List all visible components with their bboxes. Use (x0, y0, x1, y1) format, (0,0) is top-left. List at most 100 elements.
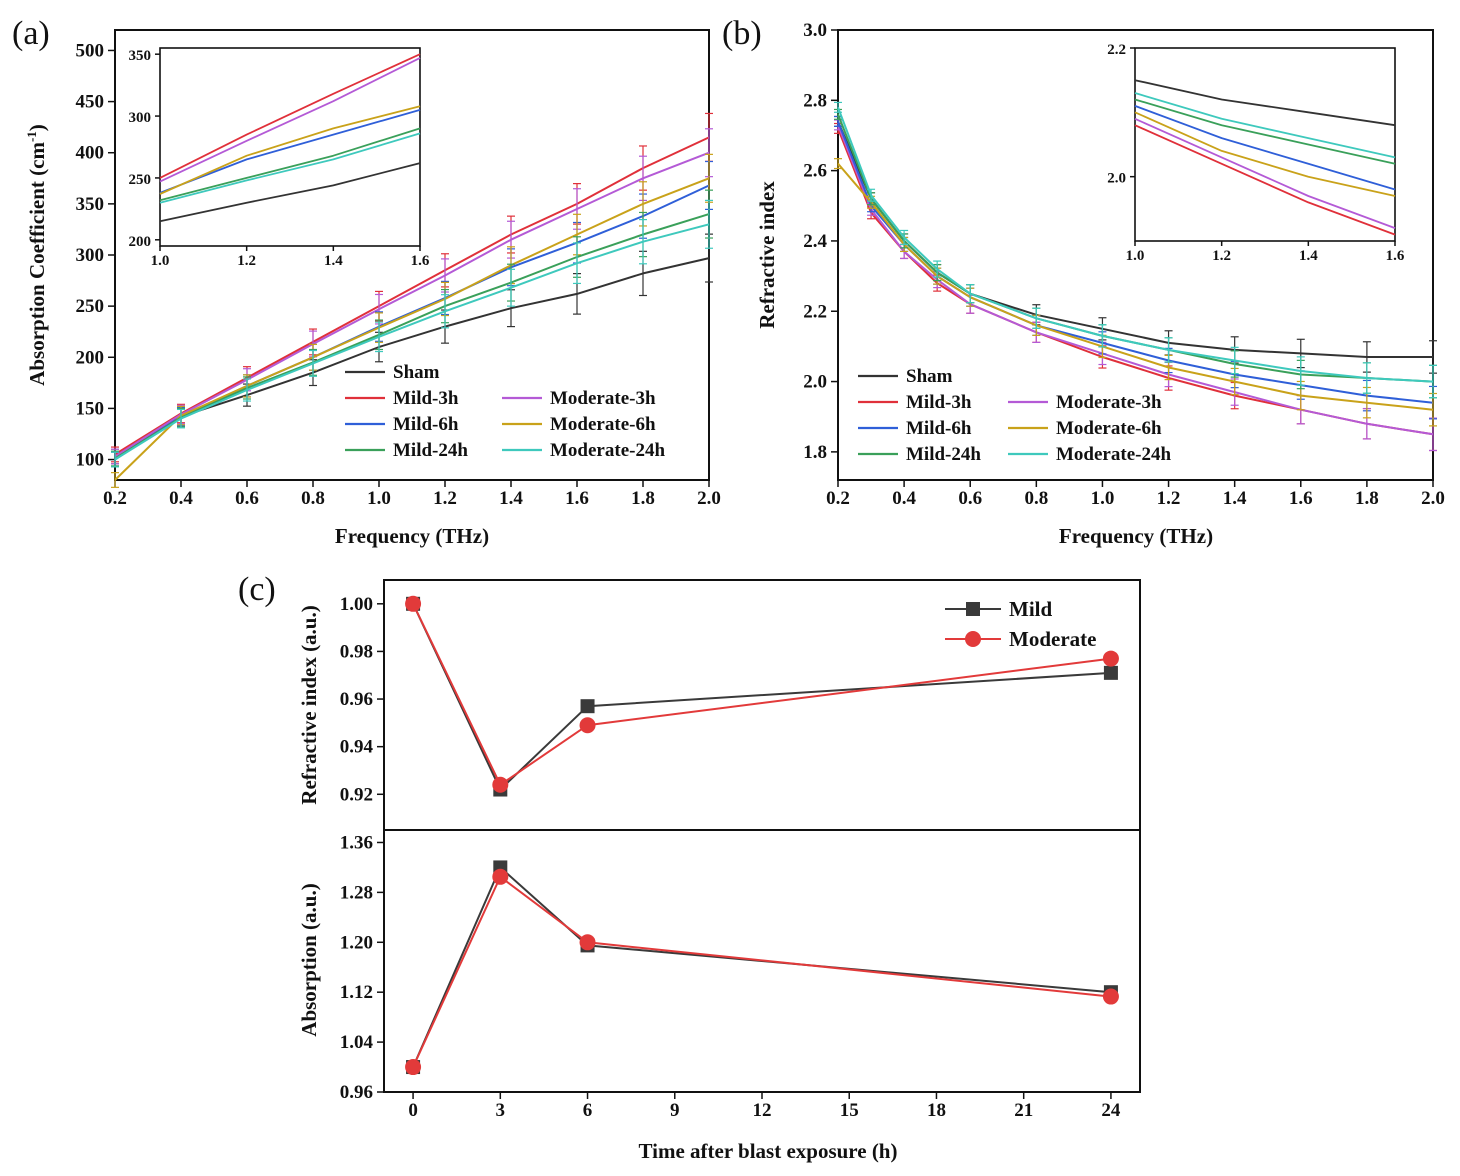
b-ytick-label: 2.0 (803, 372, 827, 393)
c-bottom-xtick-label: 3 (496, 1100, 506, 1121)
c-top-marker-circle (492, 776, 509, 793)
c-bottom-ytick-label: 1.28 (340, 882, 373, 903)
legend-label-moderate: Moderate (1009, 627, 1096, 651)
a-xtick-label: 0.2 (103, 488, 127, 509)
c-bottom-xtick-label: 12 (753, 1100, 772, 1121)
panel-a-xlabel: Frequency (THz) (335, 524, 489, 548)
panel-a-inset-frame (159, 47, 421, 247)
legend-label-mild: Mild (1009, 597, 1052, 621)
a-line-mild-3h (114, 136, 710, 456)
a-inset-line-moderate-24h (159, 132, 421, 204)
panel-c: (c) 0.920.940.960.981.000 3 6 9 12 15 18 21 240.… (238, 571, 1141, 1163)
b-inset-xtick-label: 1.6 (1386, 248, 1405, 264)
c-top-marker-square (1103, 665, 1118, 680)
c-bottom-ytick-label: 1.36 (340, 832, 373, 853)
c-bottom-marker-circle (579, 934, 596, 951)
legend-marker-circle (965, 631, 981, 647)
a-ytick-label: 400 (76, 143, 105, 164)
b-ytick-label: 3.0 (803, 20, 827, 41)
a-ytick-label: 300 (76, 245, 105, 266)
b-xtick-label: 1.0 (1091, 488, 1115, 509)
panel-a-series (111, 112, 713, 488)
c-bottom-ytick-label: 0.96 (340, 1082, 373, 1103)
panel-b: (b) 0.2 0.4 0.6 0.8 1.0 1.2 1.4 1.6 1.8 2.0 1.8 2.0… (722, 15, 1445, 548)
a-xtick-label: 1.6 (565, 488, 589, 509)
c-bottom-xtick-label: 0 (408, 1100, 418, 1121)
b-inset-line-mild-3h (1134, 124, 1396, 236)
a-ytick-label: 250 (76, 296, 105, 317)
panel-b-frame (837, 29, 1434, 481)
legend-label-moderate-6h: Moderate-6h (1056, 418, 1162, 439)
b-xtick-label: 0.4 (892, 488, 916, 509)
b-ytick-label: 2.8 (803, 90, 827, 111)
panel-b-inset-series (1134, 79, 1396, 236)
b-inset-xtick-label: 1.4 (1299, 248, 1318, 264)
a-inset-line-mild-24h (159, 127, 421, 202)
legend-label-sham: Sham (393, 362, 440, 383)
a-inset-line-moderate-6h (159, 105, 421, 195)
b-line-moderate-3h (837, 124, 1434, 436)
legend-label-mild-24h: Mild-24h (906, 444, 981, 465)
a-inset-line-mild-3h (159, 53, 421, 179)
a-inset-line-moderate-3h (159, 57, 421, 183)
legend-label-sham: Sham (906, 366, 953, 387)
b-xtick-label: 1.8 (1355, 488, 1379, 509)
legend-label-moderate-3h: Moderate-3h (550, 388, 656, 409)
a-inset-xtick-label: 1.0 (151, 253, 170, 269)
b-inset-ytick-label: 2.0 (1107, 171, 1126, 187)
c-bottom-xtick-label: 9 (670, 1100, 680, 1121)
b-inset-line-mild-6h (1134, 105, 1396, 191)
a-ytick-label: 500 (76, 40, 105, 61)
c-top-ytick-label: 1.00 (340, 594, 373, 615)
a-xtick-label: 1.8 (631, 488, 655, 509)
b-inset-line-moderate-24h (1134, 92, 1396, 159)
c-top-ytick-label: 0.98 (340, 641, 373, 662)
c-top-line-mild (412, 603, 1111, 792)
c-bottom-ytick-label: 1.20 (340, 932, 373, 953)
panel-a-inset-ticks: 1.0 1.2 1.4 1.6 200 250 300 350 (129, 48, 430, 269)
panel-c-xlabel: Time after blast exposure (h) (639, 1139, 898, 1163)
a-inset-ytick-label: 300 (129, 110, 152, 126)
panel-a-ticks: 0.2 0.4 0.6 0.8 1.0 1.2 1.4 1.6 1.8 2.0 100 150 200 2… (76, 40, 721, 509)
a-line-sham (114, 257, 710, 458)
c-bottom-ytick-label: 1.12 (340, 982, 373, 1003)
b-inset-xtick-label: 1.2 (1212, 248, 1231, 264)
b-xtick-label: 2.0 (1421, 488, 1445, 509)
b-xtick-label: 1.6 (1289, 488, 1313, 509)
panel-b-inset-frame (1134, 47, 1396, 242)
panel-a-ylabel-sup: -1 (24, 131, 39, 142)
panel-c-series (405, 595, 1119, 1076)
panel-c-bottom-ylabel: Absorption (a.u.) (297, 883, 321, 1036)
b-ytick-label: 2.2 (803, 301, 827, 322)
c-bottom-marker-circle (1102, 988, 1119, 1005)
b-xtick-label: 0.8 (1024, 488, 1048, 509)
panel-c-label: (c) (238, 571, 276, 608)
b-ytick-label: 2.6 (803, 161, 827, 182)
a-xtick-label: 1.2 (433, 488, 457, 509)
c-bottom-marker-circle (405, 1059, 422, 1076)
c-bottom-ytick-label: 1.04 (340, 1032, 374, 1053)
b-inset-line-moderate-6h (1134, 111, 1396, 197)
legend-label-moderate-3h: Moderate-3h (1056, 392, 1162, 413)
panel-b-ticks: 0.2 0.4 0.6 0.8 1.0 1.2 1.4 1.6 1.8 2.0 1.8 2.0 2.2 2… (803, 20, 1445, 509)
b-inset-line-sham (1134, 79, 1396, 127)
c-top-marker-circle (579, 717, 596, 734)
b-inset-line-mild-24h (1134, 98, 1396, 165)
a-line-moderate-6h (114, 177, 710, 481)
a-inset-ytick-label: 250 (129, 172, 152, 188)
a-inset-xtick-label: 1.4 (324, 253, 343, 269)
c-top-ytick-label: 0.94 (340, 737, 374, 758)
b-inset-ytick-label: 2.2 (1107, 42, 1126, 58)
a-inset-line-sham (159, 162, 421, 223)
panel-b-xlabel: Frequency (THz) (1059, 524, 1213, 548)
a-inset-xtick-label: 1.2 (237, 253, 256, 269)
a-xtick-label: 0.6 (235, 488, 259, 509)
legend-label-mild-3h: Mild-3h (906, 392, 972, 413)
legend-label-mild-6h: Mild-6h (906, 418, 972, 439)
c-bottom-xtick-label: 21 (1014, 1100, 1033, 1121)
a-xtick-label: 0.8 (301, 488, 325, 509)
a-ytick-label: 200 (76, 347, 105, 368)
b-line-moderate-24h (837, 106, 1434, 383)
a-xtick-label: 1.0 (367, 488, 391, 509)
